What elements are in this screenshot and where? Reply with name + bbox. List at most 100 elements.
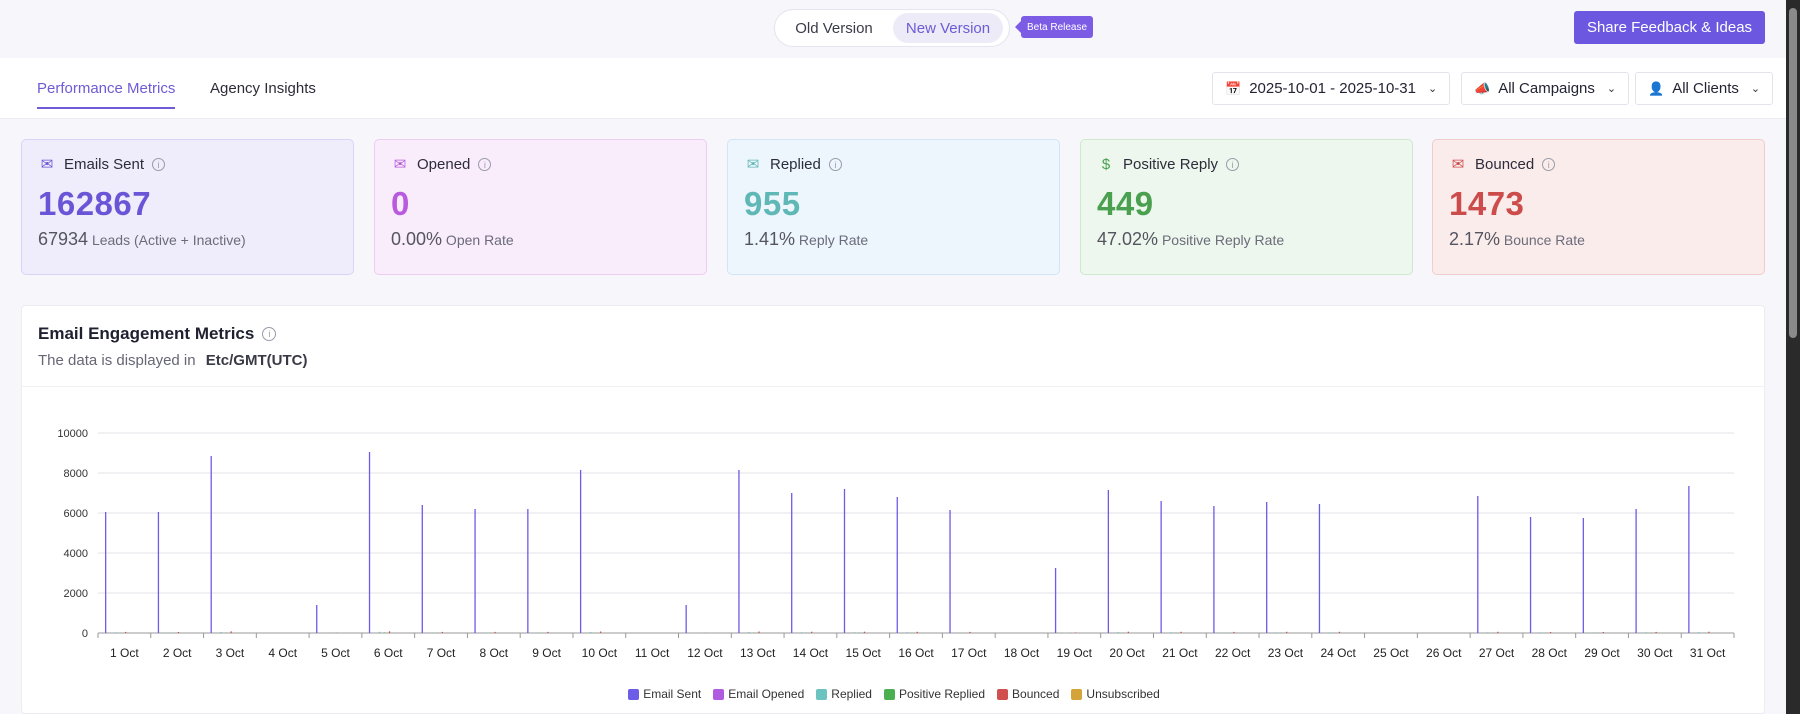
bar-bounced [441,631,443,633]
bar-bounced [811,631,813,633]
x-tick-label: 22 Oct [1215,646,1251,660]
legend-item[interactable]: Positive Replied [883,687,986,701]
bar-bounced [1286,631,1288,633]
y-tick-label: 8000 [64,468,88,480]
info-icon[interactable]: i [828,158,842,171]
date-range-picker[interactable]: 📅 2025-10-01 - 2025-10-31 ⌄ [1212,72,1451,105]
x-tick-label: 31 Oct [1690,646,1726,660]
timezone-label: The data is displayed in [38,352,196,369]
x-tick-label: 2 Oct [163,646,192,660]
card-value: 0 [391,185,410,222]
legend-label: Positive Replied [898,687,986,701]
card-value: 449 [1097,185,1154,222]
metric-card-positive-reply: $ Positive Reply i 449 47.02% Positive Reply… [1080,139,1413,275]
x-tick-label: 8 Oct [479,646,508,660]
legend-label: Email Sent [643,687,702,701]
legend-item[interactable]: Bounced [997,687,1059,701]
card-header: ✉ Replied i [744,156,1043,173]
engagement-panel: Email Engagement Metrics i The data is d… [21,305,1765,714]
bar-email-sent [896,497,898,633]
metric-card-replied: ✉ Replied i 955 1.41% Reply Rate [727,139,1060,275]
top-bar: Old Version New Version Beta Release Sha… [0,0,1800,58]
bar-email-sent [579,470,582,633]
info-icon[interactable]: i [262,327,277,341]
card-title: Bounced [1475,156,1535,173]
email-sent-icon: ✉ [40,155,54,173]
legend-swatch [997,688,1009,700]
x-tick-label: 26 Oct [1426,646,1462,660]
share-feedback-button[interactable]: Share Feedback & Ideas [1574,11,1765,44]
bar-replied [1645,632,1647,633]
chevron-down-icon: ⌄ [1750,83,1761,95]
card-header: ✉ Emails Sent i [38,156,337,173]
x-tick-label: 27 Oct [1479,646,1515,660]
bar-email-sent [1688,486,1690,633]
tab-agency-insights[interactable]: Agency Insights [210,80,316,97]
bar-bounced [1127,631,1130,633]
bar-bounced [1549,632,1552,633]
bar-email-sent [368,452,371,633]
legend-swatch [1071,688,1083,700]
x-tick-label: 18 Oct [1004,646,1040,660]
bar-replied [167,632,170,633]
x-tick-label: 21 Oct [1162,646,1198,660]
bar-replied [748,632,750,633]
chevron-down-icon: ⌄ [1427,83,1438,95]
campaigns-dropdown[interactable]: 📣 All Campaigns ⌄ [1461,72,1630,105]
clients-dropdown[interactable]: 👤 All Clients ⌄ [1635,72,1774,105]
card-title: Emails Sent [64,156,145,173]
bar-email-sent [1054,568,1057,633]
card-sub-value: 2.17% [1449,229,1501,249]
legend-label: Unsubscribed [1086,687,1160,701]
card-sub-value: 47.02% [1097,229,1159,249]
x-tick-label: 19 Oct [1057,646,1093,660]
legend-item[interactable]: Unsubscribed [1071,687,1160,701]
card-sub-value: 1.41% [744,229,796,249]
bar-replied [589,632,592,633]
bar-replied [959,632,961,633]
new-version-button[interactable]: New Version [893,13,1003,43]
card-value: 1473 [1449,185,1525,222]
metric-card-bounced: ✉ Bounced i 1473 2.17% Bounce Rate [1432,139,1765,275]
x-tick-label: 20 Oct [1109,646,1145,660]
x-tick-label: 29 Oct [1584,646,1620,660]
scrollbar-thumb[interactable] [1789,8,1797,338]
bar-email-sent [527,509,529,633]
x-tick-label: 13 Oct [740,646,776,660]
scrollbar[interactable] [1786,0,1800,714]
engagement-chart: 0 2000 4000 6000 8000 10000 1 Oct 2 Oct 3 Oct 4 O… [57,428,1735,660]
card-subtext: 1.41% Reply Rate [744,229,1043,250]
info-icon[interactable]: i [1226,158,1240,171]
info-icon[interactable]: i [1542,158,1556,171]
dollar-icon: $ [1101,155,1111,173]
bar-email-sent [1107,490,1110,633]
legend-item[interactable]: Replied [816,687,872,701]
card-sub-label: Leads (Active + Inactive) [88,232,246,248]
sub-header: Performance Metrics Agency Insights 📅 20… [0,58,1800,119]
bar-bounced [916,631,918,633]
legend-swatch [816,688,828,700]
tab-performance-metrics[interactable]: Performance Metrics [37,80,176,109]
info-icon[interactable]: i [478,158,492,171]
bar-email-sent [1318,504,1321,633]
card-value: 955 [744,185,801,222]
x-tick-label: 5 Oct [321,646,350,660]
chevron-down-icon: ⌄ [1606,83,1617,95]
x-tick-label: 15 Oct [846,646,882,660]
bar-bounced [1602,632,1604,633]
version-toggle: Old Version New Version [774,9,1010,47]
old-version-button[interactable]: Old Version [795,19,873,37]
bar-email-sent [1213,506,1215,633]
card-sub-value: 0.00% [391,229,443,249]
bar-email-sent [157,512,160,633]
legend-label: Replied [831,687,872,701]
bar-email-sent [685,605,687,633]
legend-item[interactable]: Email Sent [628,687,701,701]
legend-item[interactable]: Email Opened [713,687,804,701]
user-icon: 👤 [1648,80,1665,96]
card-title: Opened [417,156,471,173]
info-icon[interactable]: i [152,158,166,171]
x-tick-label: 30 Oct [1637,646,1673,660]
clients-value: All Clients [1672,80,1739,97]
bar-email-sent [316,605,318,633]
